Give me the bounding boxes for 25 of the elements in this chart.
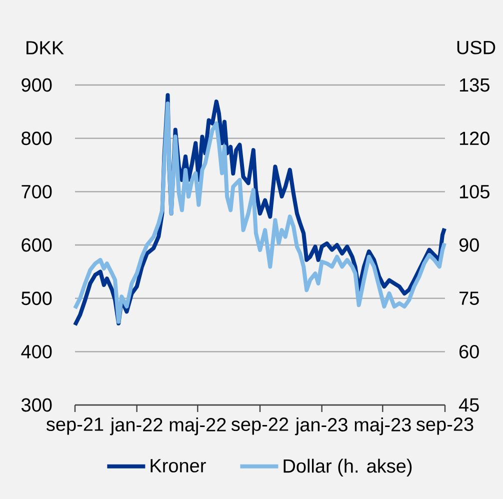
x-tick-label: sep-22: [231, 418, 288, 435]
legend-label: Kroner: [150, 459, 206, 472]
x-tick-label: jan-22: [110, 418, 162, 436]
y-tick-label: 500: [22, 292, 52, 306]
y2-tick-label: 105: [460, 184, 490, 198]
y2-tick-label: 45: [458, 398, 479, 412]
x-tick-label: jan-23: [294, 418, 348, 436]
x-tick-label: maj-23: [354, 418, 411, 436]
y-axis-title: DKK: [26, 41, 64, 54]
y-tick-label: 300: [21, 398, 52, 412]
y2-tick-label: 75: [460, 292, 479, 305]
y-tick-label: 700: [22, 184, 52, 198]
y-tick-label: 800: [22, 132, 52, 146]
y-tick-label: 600: [22, 238, 52, 252]
x-tick-label: sep-21: [46, 418, 104, 435]
y2-tick-label: 90: [459, 238, 479, 252]
y2-axis-title: USD: [457, 40, 496, 54]
y2-tick-label: 60: [459, 344, 479, 358]
legend-label: Dollar (h. akse): [284, 458, 412, 477]
y2-tick-label: 135: [460, 78, 490, 92]
x-tick-label: maj-22: [170, 418, 226, 436]
x-tick-label: sep-23: [416, 418, 474, 435]
y-tick-label: 400: [21, 344, 52, 358]
y2-tick-label: 120: [460, 132, 490, 146]
y-tick-label: 900: [22, 78, 52, 92]
